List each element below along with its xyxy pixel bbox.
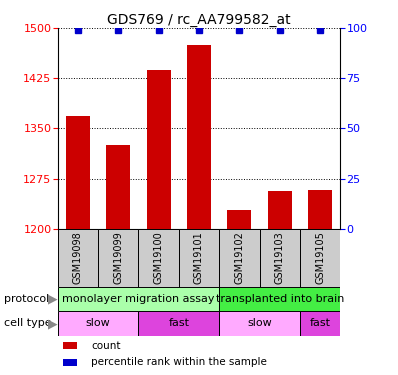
Bar [267,190,292,229]
Bar [179,229,219,287]
Text: percentile rank within the sample: percentile rank within the sample [91,357,267,368]
Bar [139,311,219,336]
Text: GSM19102: GSM19102 [234,231,244,284]
Text: fast: fast [310,318,331,328]
Text: ▶: ▶ [48,317,57,330]
Bar [139,229,179,287]
Bar [58,311,139,336]
Text: transplanted into brain: transplanted into brain [216,294,344,304]
Text: ▶: ▶ [48,292,57,306]
Bar [58,229,98,287]
Bar [219,311,300,336]
Text: slow: slow [247,318,272,328]
Title: GDS769 / rc_AA799582_at: GDS769 / rc_AA799582_at [107,13,291,27]
Text: GSM19101: GSM19101 [194,231,204,284]
Bar [300,311,340,336]
Text: slow: slow [86,318,111,328]
Text: monolayer migration assay: monolayer migration assay [62,294,215,304]
Text: GSM19099: GSM19099 [113,231,123,284]
Text: GSM19098: GSM19098 [73,231,83,284]
Bar [66,116,90,229]
Bar [219,287,340,311]
Text: protocol: protocol [4,294,49,304]
Bar [98,229,139,287]
Bar [106,145,131,229]
Text: count: count [91,340,121,351]
Text: GSM19100: GSM19100 [154,231,164,284]
Bar [227,210,252,229]
Bar [187,45,211,229]
Bar [259,229,300,287]
Bar [58,287,219,311]
Bar [219,229,259,287]
Text: fast: fast [168,318,189,328]
Bar [63,359,77,366]
Bar [63,342,77,350]
Text: cell type: cell type [4,318,52,328]
Bar [300,229,340,287]
Bar [308,190,332,229]
Text: GSM19103: GSM19103 [275,231,285,284]
Text: GSM19105: GSM19105 [315,231,325,284]
Bar [146,70,171,229]
